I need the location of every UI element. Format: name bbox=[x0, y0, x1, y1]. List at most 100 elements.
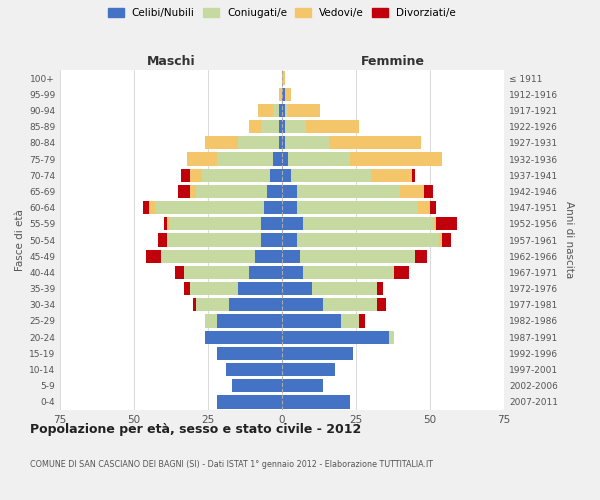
Bar bbox=[282, 330, 389, 344]
Bar bbox=[282, 298, 323, 312]
Bar bbox=[297, 234, 439, 246]
Bar bbox=[238, 282, 282, 295]
Bar bbox=[282, 201, 297, 214]
Legend: Celibi/Nubili, Coniugati/e, Vedovi/e, Divorziati/e: Celibi/Nubili, Coniugati/e, Vedovi/e, Di… bbox=[108, 8, 456, 18]
Bar bbox=[285, 104, 288, 117]
Bar bbox=[282, 72, 285, 85]
Bar bbox=[143, 201, 149, 214]
Bar bbox=[196, 298, 229, 312]
Bar bbox=[282, 346, 353, 360]
Bar bbox=[341, 314, 359, 328]
Bar bbox=[217, 152, 273, 166]
Bar bbox=[261, 217, 282, 230]
Bar bbox=[178, 185, 190, 198]
Bar bbox=[285, 88, 291, 101]
Bar bbox=[288, 104, 320, 117]
Bar bbox=[282, 185, 297, 198]
Bar bbox=[267, 185, 282, 198]
Bar bbox=[305, 120, 359, 134]
Bar bbox=[288, 152, 350, 166]
Bar bbox=[415, 250, 427, 263]
Bar bbox=[285, 120, 305, 134]
Bar bbox=[282, 396, 350, 408]
Bar bbox=[193, 298, 196, 312]
Bar bbox=[279, 136, 282, 149]
Bar bbox=[175, 266, 184, 279]
Bar bbox=[217, 346, 282, 360]
Bar bbox=[264, 201, 282, 214]
Bar bbox=[184, 282, 190, 295]
Bar bbox=[285, 136, 329, 149]
Bar bbox=[282, 282, 311, 295]
Bar bbox=[311, 282, 377, 295]
Bar bbox=[282, 250, 300, 263]
Bar bbox=[433, 217, 436, 230]
Bar bbox=[282, 266, 303, 279]
Bar bbox=[250, 120, 261, 134]
Bar bbox=[238, 136, 279, 149]
Bar bbox=[259, 104, 273, 117]
Bar bbox=[250, 266, 282, 279]
Bar bbox=[256, 250, 282, 263]
Bar bbox=[303, 217, 433, 230]
Bar bbox=[282, 152, 288, 166]
Bar bbox=[291, 168, 371, 182]
Bar bbox=[229, 298, 282, 312]
Bar bbox=[279, 104, 282, 117]
Bar bbox=[282, 234, 297, 246]
Bar bbox=[167, 217, 170, 230]
Bar bbox=[282, 168, 291, 182]
Bar bbox=[359, 314, 365, 328]
Bar bbox=[261, 234, 282, 246]
Bar bbox=[303, 266, 394, 279]
Bar bbox=[190, 185, 196, 198]
Bar bbox=[282, 217, 303, 230]
Bar bbox=[149, 201, 155, 214]
Bar bbox=[439, 234, 442, 246]
Bar bbox=[279, 120, 282, 134]
Bar bbox=[282, 314, 341, 328]
Bar bbox=[155, 201, 264, 214]
Bar bbox=[297, 185, 400, 198]
Bar bbox=[161, 250, 256, 263]
Bar bbox=[158, 234, 167, 246]
Bar bbox=[394, 266, 409, 279]
Bar bbox=[282, 88, 285, 101]
Bar bbox=[424, 185, 433, 198]
Bar bbox=[389, 330, 394, 344]
Bar bbox=[181, 168, 190, 182]
Bar bbox=[190, 168, 202, 182]
Bar bbox=[329, 136, 421, 149]
Text: COMUNE DI SAN CASCIANO DEI BAGNI (SI) - Dati ISTAT 1° gennaio 2012 - Elaborazion: COMUNE DI SAN CASCIANO DEI BAGNI (SI) - … bbox=[30, 460, 433, 469]
Bar bbox=[190, 282, 238, 295]
Bar bbox=[282, 120, 285, 134]
Bar bbox=[300, 250, 415, 263]
Bar bbox=[273, 152, 282, 166]
Bar bbox=[279, 88, 282, 101]
Bar bbox=[377, 298, 386, 312]
Bar bbox=[282, 379, 323, 392]
Bar bbox=[164, 217, 167, 230]
Bar bbox=[187, 152, 217, 166]
Bar bbox=[442, 234, 451, 246]
Bar bbox=[282, 104, 285, 117]
Bar bbox=[273, 104, 279, 117]
Bar bbox=[418, 201, 430, 214]
Bar bbox=[400, 185, 424, 198]
Bar bbox=[323, 298, 377, 312]
Bar bbox=[205, 136, 238, 149]
Bar bbox=[196, 185, 267, 198]
Text: Femmine: Femmine bbox=[361, 54, 425, 68]
Bar bbox=[202, 168, 270, 182]
Bar bbox=[170, 217, 261, 230]
Bar bbox=[217, 396, 282, 408]
Text: Maschi: Maschi bbox=[146, 54, 196, 68]
Bar bbox=[282, 136, 285, 149]
Bar bbox=[232, 379, 282, 392]
Y-axis label: Anni di nascita: Anni di nascita bbox=[563, 202, 574, 278]
Bar bbox=[282, 363, 335, 376]
Bar bbox=[226, 363, 282, 376]
Bar bbox=[436, 217, 457, 230]
Bar bbox=[261, 120, 279, 134]
Y-axis label: Fasce di età: Fasce di età bbox=[15, 209, 25, 271]
